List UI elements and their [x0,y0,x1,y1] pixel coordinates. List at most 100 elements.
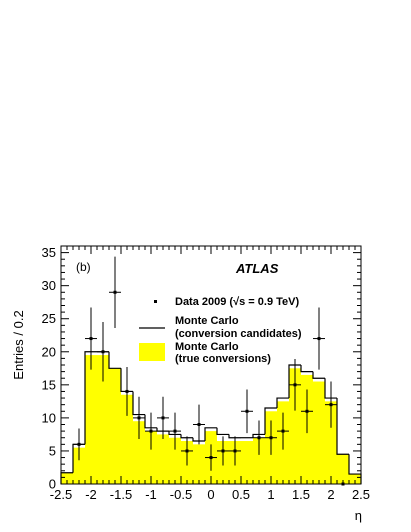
conversion-candidates-bin [216,427,229,436]
true-conversions-bin [193,444,205,484]
y-tick-label: 25 [42,311,56,326]
x-tick-label: -1 [145,487,157,502]
data-point [253,420,265,455]
true-conversions-bin [109,368,121,484]
x-axis-title: η [355,508,362,523]
conversion-candidates-bin [144,414,157,429]
conversion-candidates-bin [264,407,277,435]
x-tick-label: 0 [207,487,214,502]
data-point-marker [77,442,81,446]
data-point-marker [281,429,285,433]
data-point-marker [137,416,141,420]
data-point-marker [89,337,93,341]
conversion-candidates-bin [204,427,217,442]
true-conversions-bin [313,381,325,484]
data-point-marker [293,383,297,387]
data-point-marker [185,449,189,453]
true-conversions-bin [169,437,181,484]
data-point [193,404,205,445]
data-point-marker [149,429,153,433]
data-point [73,428,85,461]
data-point [145,412,157,450]
conversion-candidates-bin [288,364,301,399]
data-point [277,412,289,450]
data-point [133,396,145,440]
true-conversions-bin [97,355,109,484]
true-conversions-bin [157,434,169,484]
y-tick-label: 10 [42,410,56,425]
y-tick-label: 35 [42,245,56,260]
data-point-marker [305,409,309,413]
true-conversions-bin [337,454,349,484]
legend-data-label: Data 2009 (√s = 0.9 TeV) [175,296,299,308]
data-point [301,389,313,434]
x-tick-label: 2.5 [352,487,370,502]
data-point [109,256,121,328]
y-tick-label: 30 [42,278,56,293]
conversion-candidates-bin [300,365,313,373]
y-tick-label: 5 [49,443,56,458]
data-point-marker [245,409,249,413]
conversion-candidates-bin [108,351,121,369]
x-tick-label: 1 [267,487,274,502]
data-point [169,412,181,450]
data-point [157,396,169,440]
conversion-candidates-bin [276,397,289,408]
legend-mc-true-label-1: Monte Carlo [175,341,239,353]
legend-marker-symbol [154,300,157,303]
x-tick-label: -2.5 [50,487,72,502]
true-conversions-bin [241,441,253,484]
conversion-candidates-bin [228,434,241,439]
conversion-candidates-bin [312,371,325,379]
true-conversions-bin [349,474,361,484]
x-tick-label: 1.5 [292,487,310,502]
data-point-marker [197,423,201,426]
conversion-candidates-bin [132,391,145,416]
x-tick-label: -0.5 [170,487,192,502]
data-point [313,307,325,370]
true-conversions-bin [121,394,133,484]
axis-ticks-layer [60,245,362,485]
data-point-marker [125,389,129,393]
atlas-label: ATLAS [235,261,279,276]
data-point-marker [317,337,321,341]
data-point-marker [113,290,117,294]
conversion-candidates-bin [84,351,97,445]
conversion-candidates-bin [324,378,337,399]
data-point-marker [233,449,237,453]
legend: Data 2009 (√s = 0.9 TeV) Monte Carlo (co… [139,296,302,365]
true-conversions-bin [325,401,337,484]
data-point-marker [257,436,261,440]
conversion-candidates-bin [336,398,349,455]
data-points-layer [73,256,349,486]
data-point [265,420,277,455]
conversion-candidates-bin [252,433,265,438]
conversion-candidates-bin [180,434,193,439]
data-point [289,359,301,411]
y-tick-label: 15 [42,377,56,392]
true-conversions-bin [145,431,157,484]
true-conversions-bin [289,368,301,484]
true-conversions-bin [61,472,73,484]
data-point [97,322,109,382]
legend-mc-true-label-2: (true conversions) [175,353,271,365]
true-conversions-bin [253,437,265,484]
data-point [241,389,253,434]
data-point [181,436,193,466]
conversion-candidates-bin [192,437,205,442]
data-point [229,436,241,466]
true-conversions-bin [73,447,85,484]
y-tick-label: 20 [42,344,56,359]
data-point-marker [209,456,213,460]
data-point [85,307,97,370]
true-conversions-bin [85,355,97,484]
legend-mc-candidates-label-1: Monte Carlo [175,315,239,327]
data-point-marker [161,416,165,420]
data-point-marker [329,403,333,407]
data-point-marker [269,436,273,440]
data-point [217,436,229,466]
panel-label: (b) [76,260,91,274]
data-point-marker [173,429,177,433]
true-conversions-bin [133,421,145,484]
